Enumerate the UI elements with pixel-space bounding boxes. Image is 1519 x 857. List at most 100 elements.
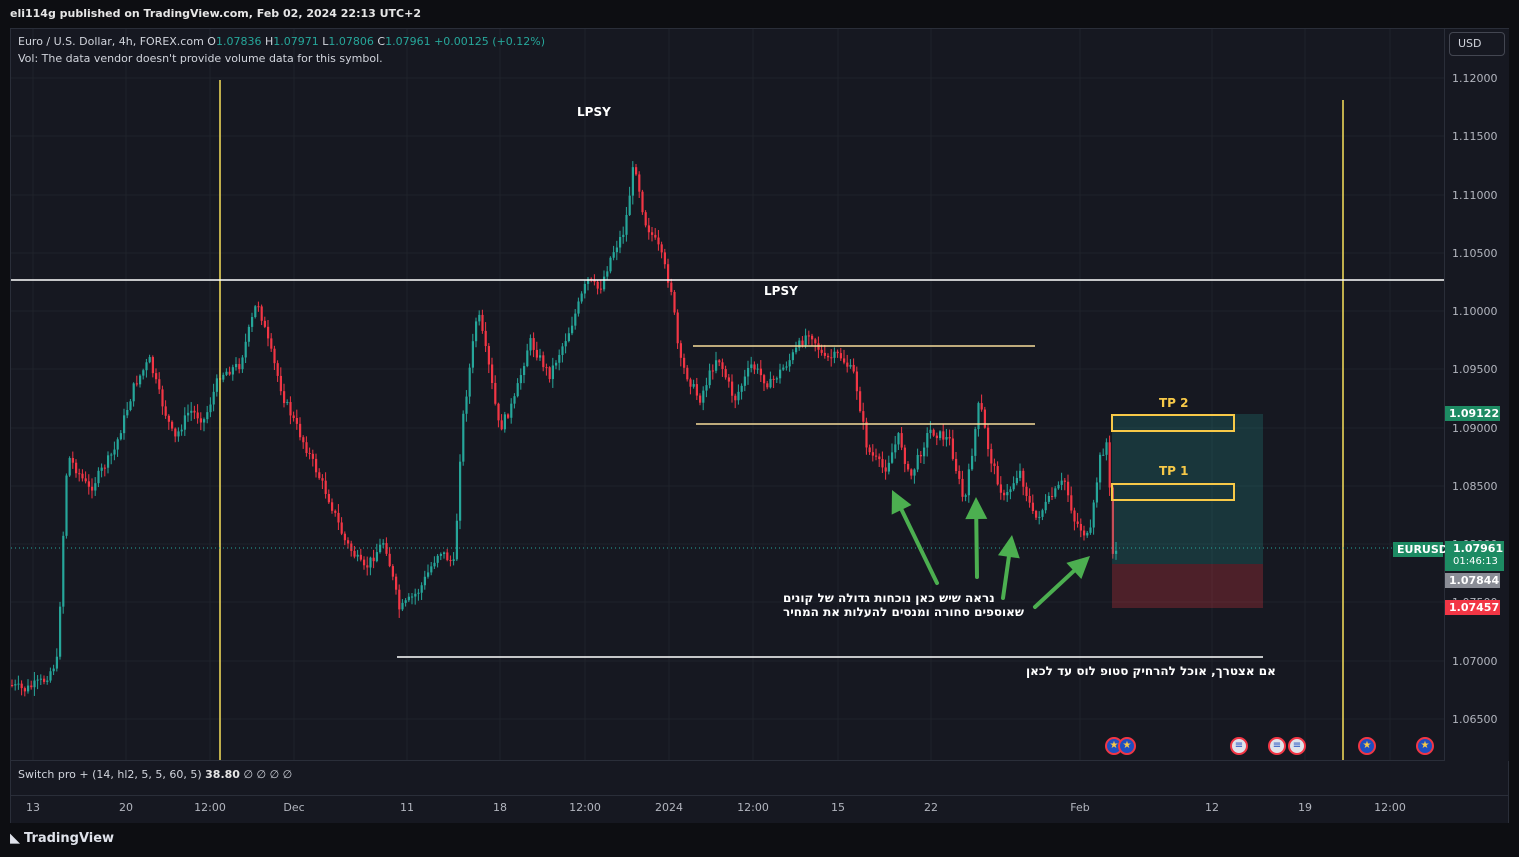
lpsy-label-top[interactable]: LPSY [577, 105, 611, 119]
open-value: 1.07836 [215, 35, 262, 48]
candle-body [702, 390, 705, 403]
candle-body [1111, 487, 1114, 554]
candle-body [1051, 495, 1054, 497]
candle-body [945, 437, 948, 440]
candle-body [1003, 492, 1006, 496]
candle-body [1070, 495, 1073, 511]
candle-body [881, 459, 884, 468]
us-event-icon[interactable]: ≡ [1268, 737, 1286, 755]
tp1-label[interactable]: TP 1 [1159, 464, 1189, 478]
candle-body [311, 453, 314, 459]
currency-button[interactable]: USD [1449, 32, 1505, 56]
eu-event-icon[interactable]: ★ [1416, 737, 1434, 755]
us-event-icon[interactable]: ≡ [1230, 737, 1248, 755]
candle-body [644, 212, 647, 226]
candle-body [855, 371, 858, 392]
candle-body [481, 314, 484, 331]
candle-body [17, 683, 20, 685]
candle-body [836, 351, 839, 354]
candle-body [907, 463, 910, 470]
buyers-note-line2[interactable]: שאוספים סחורה ומנסים להעלות את המחיר [783, 605, 1024, 619]
candle-body [574, 313, 577, 326]
candle-body [599, 288, 602, 290]
stop-price-tag: 1.07457 [1445, 600, 1500, 615]
candle-body [721, 362, 724, 370]
candle-body [148, 357, 151, 363]
candle-body [254, 306, 257, 318]
candle-body [750, 364, 753, 368]
symbol-name: Euro / U.S. Dollar, 4h, FOREX.com [18, 35, 204, 48]
green-arrow-shaft [1001, 554, 1011, 600]
x-tick: 2024 [655, 801, 683, 814]
candle-body [11, 685, 14, 686]
candle-body [647, 225, 650, 233]
candle-body [1041, 510, 1044, 517]
candle-body [772, 378, 775, 380]
candle-body [983, 409, 986, 428]
candle-body [129, 401, 132, 411]
candle-body [740, 385, 743, 392]
candle-body [155, 373, 158, 380]
candle-body [487, 346, 490, 365]
candle-body [71, 458, 74, 463]
candle-body [545, 367, 548, 369]
candle-body [23, 688, 26, 692]
candle-body [1012, 483, 1015, 490]
candle-body [884, 467, 887, 472]
candle-body [206, 412, 209, 420]
y-tick: 1.11500 [1452, 130, 1498, 143]
candle-body [1095, 482, 1098, 503]
candle-body [1102, 454, 1105, 456]
candle-body [894, 444, 897, 453]
candle-body [164, 406, 167, 416]
candle-body [542, 355, 545, 368]
candle-body [94, 483, 97, 491]
time-axis[interactable] [11, 795, 1508, 823]
candle-body [558, 354, 561, 363]
candle-body [916, 454, 919, 470]
candle-body [46, 680, 49, 682]
candle-body [334, 510, 337, 513]
candle-body [337, 512, 340, 523]
close-value: 1.07961 [385, 35, 431, 48]
green-arrow-head [891, 490, 912, 515]
candle-body [731, 381, 734, 396]
candle-body [263, 320, 266, 327]
us-event-icon[interactable]: ≡ [1288, 737, 1306, 755]
candle-body [743, 376, 746, 386]
eu-event-icon[interactable]: ★ [1118, 737, 1136, 755]
candle-body [1063, 480, 1066, 482]
candle-body [299, 423, 302, 438]
candle-body [990, 449, 993, 464]
eu-event-icon[interactable]: ★ [1358, 737, 1376, 755]
buyers-note-line1[interactable]: נראה שיש כאן נוכחות גדולה של קונים [783, 591, 995, 605]
candle-body [270, 338, 273, 349]
candle-body [593, 279, 596, 282]
candle-body [724, 369, 727, 378]
chart-pane[interactable] [11, 29, 1444, 761]
lpsy-label-mid[interactable]: LPSY [764, 284, 798, 298]
candle-body [1060, 480, 1063, 485]
candle-body [523, 366, 526, 376]
x-tick: Feb [1070, 801, 1090, 814]
candle-body [676, 312, 679, 344]
price-chart[interactable] [11, 29, 1444, 761]
tp2-label[interactable]: TP 2 [1159, 396, 1189, 410]
candle-body [30, 685, 33, 688]
candle-body [766, 383, 769, 388]
stop-loss-note[interactable]: אם אצטרך, אוכל להרחיק סטופ לוס עד לכאן [1026, 664, 1276, 678]
candle-body [820, 349, 823, 353]
y-tick: 1.11000 [1452, 189, 1498, 202]
green-arrow-head [965, 497, 988, 520]
candle-body [177, 431, 180, 437]
tradingview-logo[interactable]: ◣ TradingView [10, 831, 114, 846]
candle-body [619, 237, 622, 248]
candle-body [417, 592, 420, 594]
candle-body [846, 362, 849, 367]
price-axis[interactable] [1444, 29, 1509, 761]
high-label: H [264, 35, 274, 48]
y-tick: 1.09000 [1452, 422, 1498, 435]
x-tick: 12:00 [569, 801, 601, 814]
indicator-pane[interactable] [11, 760, 1444, 795]
candle-body [462, 413, 465, 462]
